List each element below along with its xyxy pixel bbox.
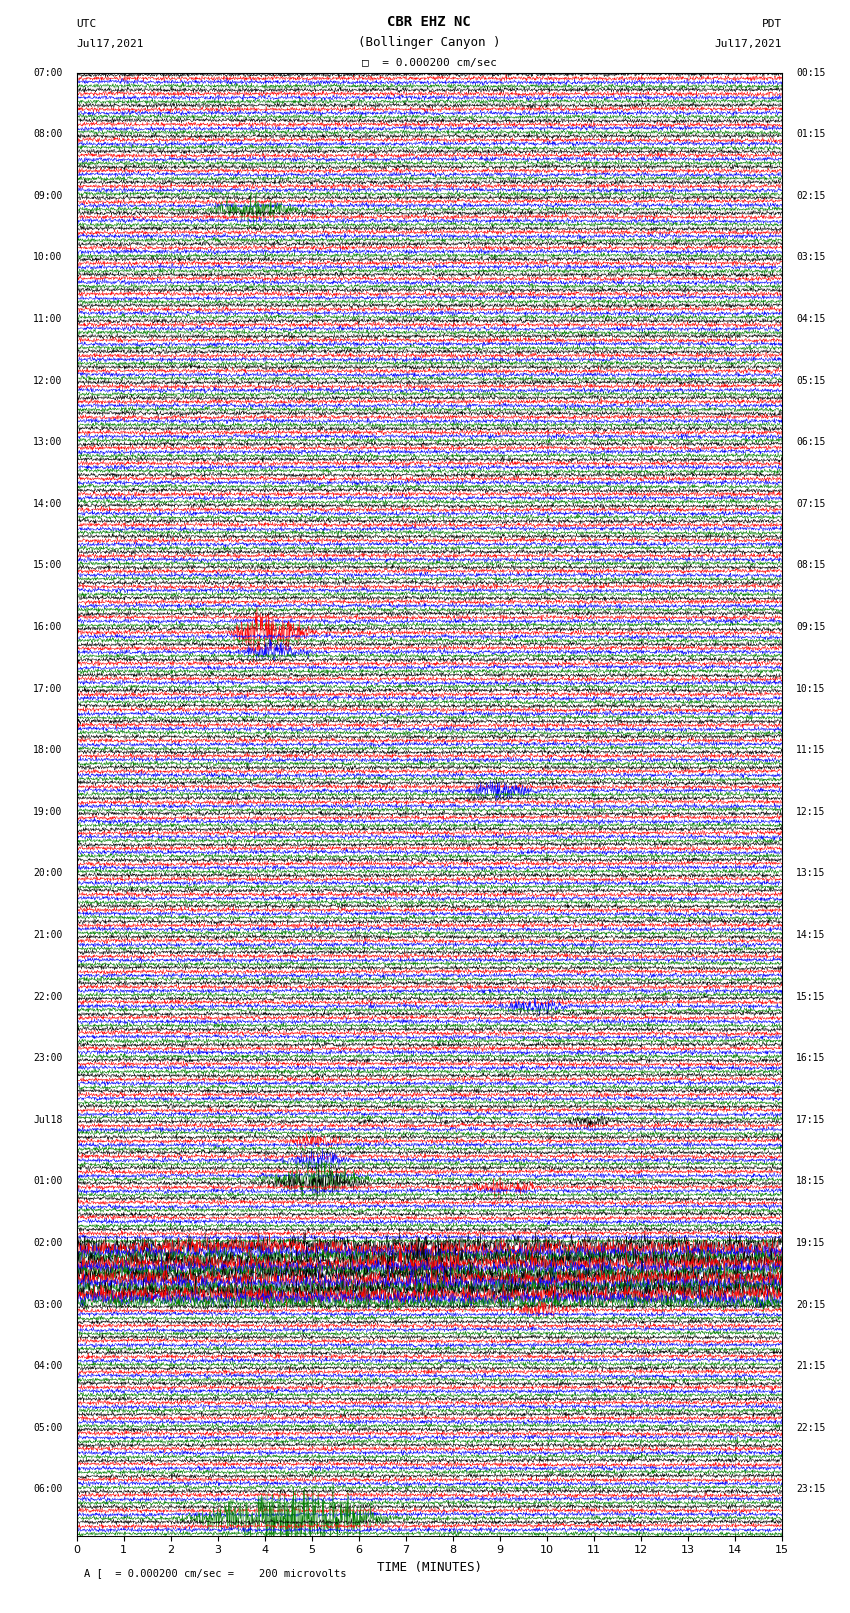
Text: (Bollinger Canyon ): (Bollinger Canyon ) — [358, 35, 501, 48]
Text: 23:15: 23:15 — [796, 1484, 825, 1494]
Text: 10:15: 10:15 — [796, 684, 825, 694]
Text: 01:15: 01:15 — [796, 129, 825, 139]
X-axis label: TIME (MINUTES): TIME (MINUTES) — [377, 1561, 482, 1574]
Text: 13:00: 13:00 — [33, 437, 62, 447]
Text: Jul17,2021: Jul17,2021 — [76, 39, 144, 48]
Text: 05:15: 05:15 — [796, 376, 825, 386]
Text: 05:00: 05:00 — [33, 1423, 62, 1432]
Text: 15:00: 15:00 — [33, 560, 62, 571]
Text: 15:15: 15:15 — [796, 992, 825, 1002]
Text: 13:15: 13:15 — [796, 868, 825, 879]
Text: 22:15: 22:15 — [796, 1423, 825, 1432]
Text: 16:00: 16:00 — [33, 623, 62, 632]
Text: 03:15: 03:15 — [796, 252, 825, 263]
Text: 02:00: 02:00 — [33, 1239, 62, 1248]
Text: 19:15: 19:15 — [796, 1239, 825, 1248]
Text: 18:15: 18:15 — [796, 1176, 825, 1187]
Text: 10:00: 10:00 — [33, 252, 62, 263]
Text: 23:00: 23:00 — [33, 1053, 62, 1063]
Text: Jul18: Jul18 — [33, 1115, 62, 1124]
Text: 16:15: 16:15 — [796, 1053, 825, 1063]
Text: 21:15: 21:15 — [796, 1361, 825, 1371]
Text: 00:15: 00:15 — [796, 68, 825, 77]
Text: 14:15: 14:15 — [796, 931, 825, 940]
Text: □  = 0.000200 cm/sec: □ = 0.000200 cm/sec — [362, 58, 496, 68]
Text: 08:00: 08:00 — [33, 129, 62, 139]
Text: 06:00: 06:00 — [33, 1484, 62, 1494]
Text: Jul17,2021: Jul17,2021 — [715, 39, 782, 48]
Text: 11:00: 11:00 — [33, 315, 62, 324]
Text: 18:00: 18:00 — [33, 745, 62, 755]
Text: 11:15: 11:15 — [796, 745, 825, 755]
Text: 09:00: 09:00 — [33, 190, 62, 200]
Text: 07:15: 07:15 — [796, 498, 825, 508]
Text: 17:15: 17:15 — [796, 1115, 825, 1124]
Text: CBR EHZ NC: CBR EHZ NC — [388, 15, 471, 29]
Text: A [  = 0.000200 cm/sec =    200 microvolts: A [ = 0.000200 cm/sec = 200 microvolts — [83, 1568, 346, 1578]
Text: 06:15: 06:15 — [796, 437, 825, 447]
Text: 02:15: 02:15 — [796, 190, 825, 200]
Text: UTC: UTC — [76, 19, 97, 29]
Text: 04:00: 04:00 — [33, 1361, 62, 1371]
Text: 12:15: 12:15 — [796, 806, 825, 816]
Text: 12:00: 12:00 — [33, 376, 62, 386]
Text: 20:00: 20:00 — [33, 868, 62, 879]
Text: 04:15: 04:15 — [796, 315, 825, 324]
Text: 22:00: 22:00 — [33, 992, 62, 1002]
Text: 01:00: 01:00 — [33, 1176, 62, 1187]
Text: 20:15: 20:15 — [796, 1300, 825, 1310]
Text: 07:00: 07:00 — [33, 68, 62, 77]
Text: 03:00: 03:00 — [33, 1300, 62, 1310]
Text: 17:00: 17:00 — [33, 684, 62, 694]
Text: 21:00: 21:00 — [33, 931, 62, 940]
Text: 14:00: 14:00 — [33, 498, 62, 508]
Text: 19:00: 19:00 — [33, 806, 62, 816]
Text: 08:15: 08:15 — [796, 560, 825, 571]
Text: 09:15: 09:15 — [796, 623, 825, 632]
Text: PDT: PDT — [762, 19, 782, 29]
